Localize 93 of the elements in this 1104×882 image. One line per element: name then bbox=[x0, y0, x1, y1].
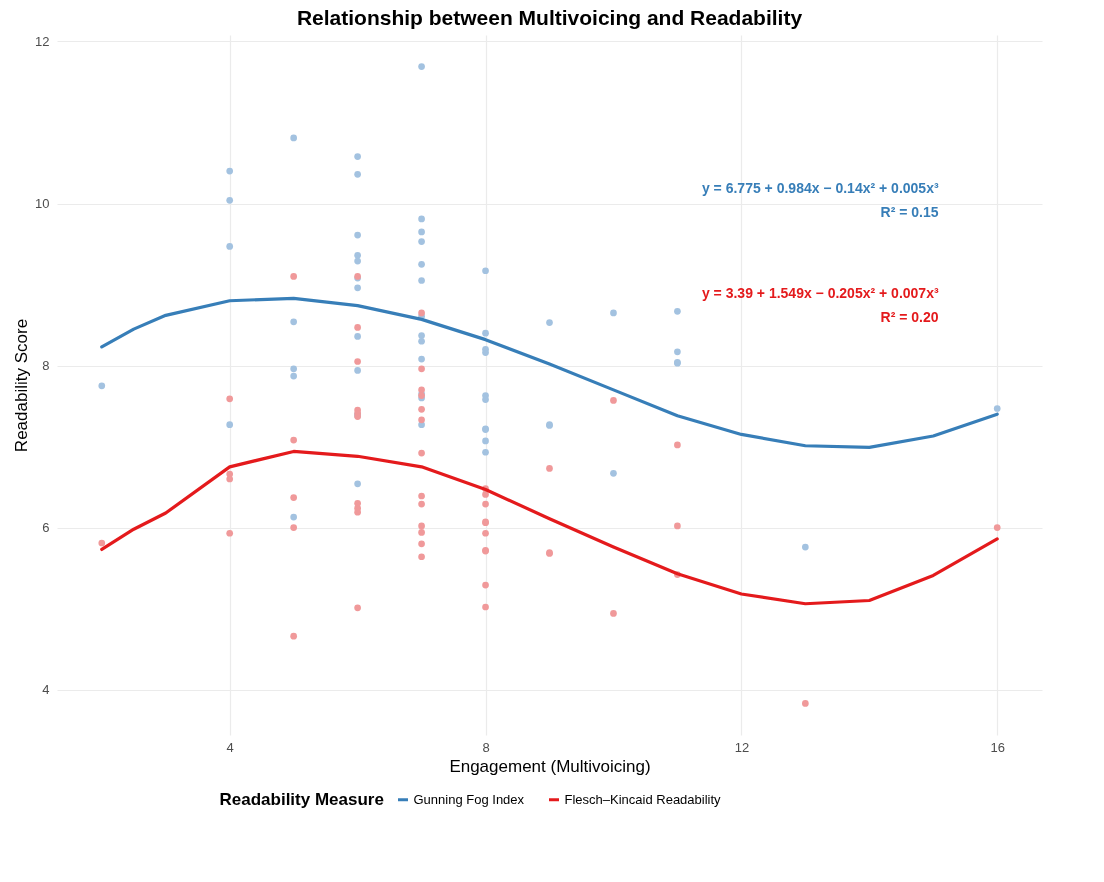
point bbox=[290, 494, 298, 501]
point bbox=[418, 260, 425, 268]
point bbox=[354, 171, 361, 178]
point bbox=[418, 449, 425, 457]
point bbox=[418, 540, 425, 548]
line-series bbox=[100, 449, 999, 606]
point bbox=[482, 491, 489, 498]
annotation: y = 3.39 + 1.549x − 0.205x² + 0.007x³ R² = 0.20 bbox=[701, 285, 939, 325]
legend-label: Flesch–Kincaid Readability bbox=[564, 791, 722, 807]
y-tick-label: 6 bbox=[42, 520, 50, 536]
y-axis-title: Readability Score bbox=[12, 318, 32, 453]
point bbox=[98, 382, 106, 390]
y-tick-label: 4 bbox=[42, 682, 50, 698]
point bbox=[418, 416, 425, 424]
legend-title: Readability Measure bbox=[219, 790, 384, 809]
point bbox=[290, 632, 298, 640]
x-tick-label: 16 bbox=[990, 739, 1005, 755]
point bbox=[354, 257, 361, 265]
chart-title: Relationship between Multivoicing and Readability bbox=[296, 6, 803, 29]
point bbox=[226, 529, 234, 537]
point bbox=[290, 513, 298, 521]
x-tick-label: 8 bbox=[482, 739, 490, 755]
point bbox=[482, 529, 489, 537]
point bbox=[354, 333, 361, 340]
point bbox=[290, 273, 298, 280]
point bbox=[482, 437, 489, 445]
point bbox=[354, 358, 361, 365]
point bbox=[418, 355, 425, 363]
point bbox=[546, 319, 553, 326]
point bbox=[354, 604, 361, 612]
point bbox=[482, 448, 489, 456]
point bbox=[418, 238, 425, 245]
y-tick-label: 12 bbox=[35, 33, 50, 49]
point bbox=[418, 63, 425, 70]
point bbox=[226, 167, 234, 175]
point bbox=[418, 500, 425, 508]
point bbox=[226, 475, 234, 483]
point bbox=[226, 243, 234, 250]
point bbox=[610, 397, 617, 404]
point bbox=[290, 365, 298, 373]
point bbox=[354, 284, 361, 292]
point bbox=[418, 492, 425, 500]
y-tick-label: 10 bbox=[35, 196, 50, 212]
point bbox=[482, 603, 489, 611]
point bbox=[418, 215, 425, 223]
point bbox=[354, 252, 361, 259]
point bbox=[610, 610, 617, 617]
point bbox=[418, 365, 425, 373]
point bbox=[290, 436, 298, 444]
point bbox=[993, 405, 1001, 412]
point bbox=[418, 405, 425, 413]
point bbox=[674, 307, 681, 315]
point bbox=[418, 337, 425, 345]
point bbox=[482, 267, 489, 275]
point bbox=[354, 480, 361, 488]
point bbox=[226, 421, 234, 429]
point bbox=[226, 395, 234, 403]
point bbox=[482, 500, 489, 508]
point bbox=[290, 372, 298, 380]
point bbox=[418, 228, 425, 236]
point bbox=[290, 134, 298, 142]
point bbox=[801, 543, 809, 551]
x-tick-label: 12 bbox=[734, 739, 750, 755]
point bbox=[801, 700, 809, 707]
point bbox=[482, 329, 489, 337]
point bbox=[418, 386, 425, 394]
point bbox=[418, 332, 425, 339]
point bbox=[674, 441, 681, 449]
point bbox=[418, 522, 425, 530]
point bbox=[674, 348, 681, 356]
point bbox=[418, 529, 425, 536]
legend-label: Gunning Fog Index bbox=[413, 791, 525, 807]
point bbox=[226, 196, 234, 204]
y-tick-label: 8 bbox=[42, 358, 50, 374]
point bbox=[290, 524, 298, 531]
point bbox=[354, 153, 361, 160]
point bbox=[354, 367, 361, 374]
point bbox=[482, 396, 489, 403]
point bbox=[482, 581, 489, 589]
x-tick-label: 4 bbox=[226, 739, 234, 755]
point bbox=[674, 522, 681, 530]
point bbox=[354, 324, 361, 331]
point bbox=[418, 277, 425, 284]
point bbox=[993, 524, 1001, 531]
x-axis-title: Engagement (Multivoicing) bbox=[449, 756, 651, 776]
annotation: y = 6.775 + 0.984x − 0.14x² + 0.005x³ R² = 0.15 bbox=[701, 180, 939, 220]
point bbox=[98, 539, 106, 547]
point bbox=[546, 465, 553, 472]
point bbox=[610, 469, 617, 477]
point bbox=[418, 553, 425, 561]
point bbox=[610, 309, 617, 317]
point bbox=[354, 231, 361, 239]
point bbox=[290, 318, 298, 326]
